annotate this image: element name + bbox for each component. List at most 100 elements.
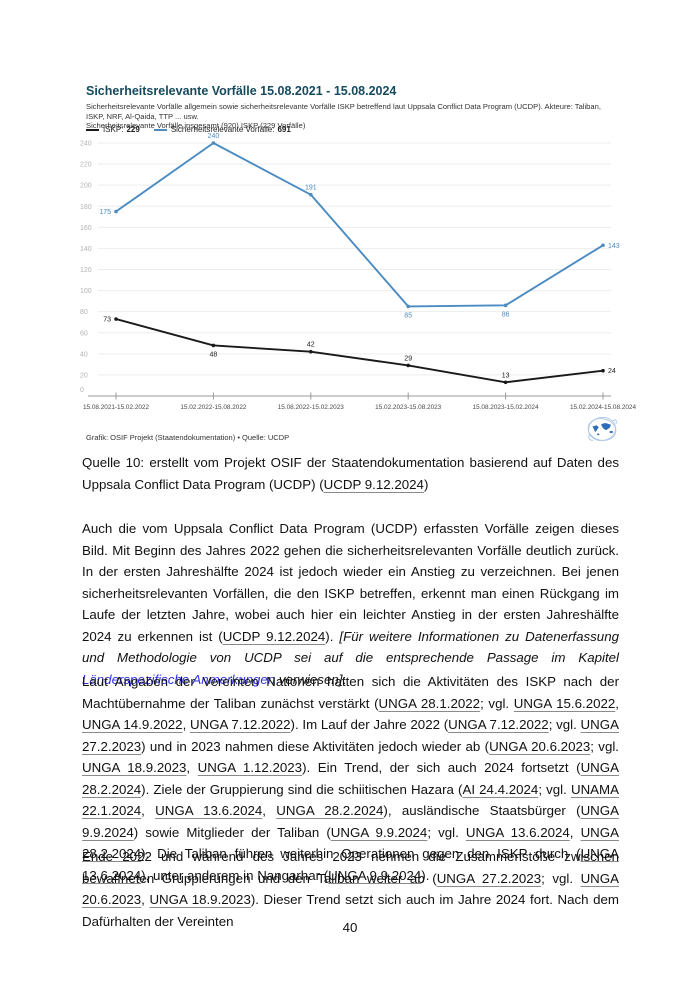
data-point-marker: [211, 141, 216, 145]
legend-item-iskp: ISKP: 229: [86, 125, 140, 134]
citation-link[interactable]: UNGA 9.9.2024: [330, 824, 428, 840]
citation-link[interactable]: UNGA 28.2.2024: [82, 760, 619, 797]
citation-link[interactable]: UNGA 9.9.2024: [82, 803, 619, 840]
chapter-link[interactable]: Länderspezifische Anmerkungen: [82, 671, 276, 687]
x-axis-tick-label: 15.02.2024-15.08.2024: [570, 404, 637, 411]
figure-subtitle-line2: Sicherheitsrelevante Vorfälle insgesamt …: [86, 121, 306, 130]
y-axis-tick-label: 160: [80, 225, 92, 232]
text-segment: ,: [141, 892, 150, 907]
text-segment: Quelle 10: erstellt vom Projekt OSIF der…: [82, 455, 619, 492]
text-segment: Ende 2022 und während des Jahres 2023 ne…: [82, 849, 619, 886]
data-point-label: 191: [305, 185, 317, 192]
y-axis-tick-label: 240: [80, 141, 92, 148]
data-point-marker: [114, 317, 118, 321]
y-axis-tick-label: 80: [80, 309, 88, 316]
citation-link[interactable]: UNGA 28.1.2022: [378, 695, 481, 711]
y-axis-tick-label: 140: [80, 246, 92, 253]
text-segment: ,: [615, 695, 619, 711]
y-axis-tick-label: 200: [80, 183, 92, 190]
data-point-marker: [601, 243, 605, 248]
text-segment: ,: [182, 717, 190, 732]
text-segment: ): [423, 476, 429, 492]
text-segment: ; vgl.: [541, 870, 581, 886]
data-point-marker: [601, 368, 605, 373]
citation-link[interactable]: UNGA 7.12.2022: [448, 717, 549, 732]
text-segment: [Für weitere Informationen zu Datenerfas…: [82, 628, 619, 666]
citation-link[interactable]: UNGA 20.6.2023: [489, 738, 591, 754]
text-segment: ; vgl.: [427, 824, 466, 840]
text-segment: ) und in 2023 nahmen diese Aktivitäten j…: [141, 738, 490, 754]
text-segment: ; vgl.: [590, 738, 619, 754]
data-point-marker: [114, 209, 118, 214]
x-axis-tick-label: 15.02.2023-15.08.2023: [375, 404, 442, 411]
citation-link[interactable]: UNGA 14.9.2022: [82, 717, 183, 732]
citation-link[interactable]: UNGA 28.2.2024: [276, 803, 384, 818]
data-point-marker: [406, 363, 411, 368]
figure-subtitle: Sicherheitsrelevante Vorfälle allgemein …: [86, 102, 621, 131]
text-segment: ).: [325, 628, 340, 644]
citation-link[interactable]: UNGA 18.9.2023: [149, 892, 251, 907]
x-axis-tick-label: 15.08.2021-15.02.2022: [83, 404, 150, 411]
citation-link[interactable]: UNGA 20.6.2023: [82, 870, 619, 908]
text-segment: ; vgl.: [548, 717, 581, 732]
citation-link[interactable]: UNGA 28.2.2024: [82, 824, 619, 862]
data-point-label: 73: [103, 317, 111, 324]
y-axis-tick-label: 20: [80, 372, 88, 379]
y-axis-tick-label: 100: [80, 288, 92, 295]
series-line: [115, 318, 604, 384]
data-point-label: 29: [404, 355, 412, 362]
y-axis-tick-label: 220: [80, 162, 92, 169]
text-segment: ). Im Lauf der Jahre 2022 (: [290, 717, 449, 732]
citation-link[interactable]: UNGA 18.9.2023: [82, 760, 187, 775]
text-segment: Auch die vom Uppsala Conflict Data Progr…: [82, 521, 619, 644]
legend-label: ISKP:: [103, 125, 124, 134]
text-segment: ), unter anderem in Nangarhar (: [141, 867, 329, 883]
citation-link[interactable]: UNGA 13.6.2024: [465, 824, 570, 840]
citation-link[interactable]: AI 24.4.2024: [462, 781, 539, 797]
citation-link[interactable]: UNGA 1.12.2023: [197, 760, 303, 775]
legend-value: 691: [277, 125, 291, 134]
citation-link[interactable]: UCDP 9.12.2024: [222, 628, 326, 644]
text-segment: ). Ziele der Gruppierung sind die schiit…: [141, 781, 463, 797]
line-swatch-icon: [86, 128, 99, 131]
citation-link[interactable]: UNGA 27.2.2023: [82, 717, 619, 754]
text-segment: ).: [421, 867, 430, 883]
incidents-line-chart: 0 20 40 60 80 100 120 140 160 180 200 220 240 15.08.2…: [80, 133, 636, 411]
citation-link[interactable]: UNGA 13.6.2024: [82, 846, 619, 883]
data-point-label: 240: [208, 133, 220, 140]
y-axis-tick-label: 0: [80, 387, 84, 394]
data-point-marker: [211, 343, 216, 348]
text-segment: ). Dieser Trend setzt sich auch im Jahre…: [82, 892, 619, 929]
figure-footer: Grafik: OSIF Projekt (Staatendokumentati…: [86, 433, 290, 442]
text-segment: :: [342, 671, 347, 687]
citation-link[interactable]: UNGA 15.6.2022: [513, 695, 616, 711]
citation-link[interactable]: UNGA 27.2.2023: [436, 870, 542, 886]
legend-value: 229: [126, 125, 140, 134]
citation-link[interactable]: UNGA 9.9.2024: [328, 867, 422, 883]
data-point-label: 24: [608, 368, 616, 375]
citation-link[interactable]: UCDP 9.12.2024: [323, 476, 424, 492]
body-paragraph-3: Ende 2022 und während des Jahres 2023 ne…: [82, 846, 619, 932]
legend-label: Sicherheitsrelevante Vorfälle:: [170, 125, 275, 134]
data-point-label: 143: [608, 243, 620, 250]
data-point-label: 85: [404, 312, 412, 319]
citation-link[interactable]: UNGA 13.6.2024: [155, 803, 263, 818]
citation-link[interactable]: UNGA 7.12.2022: [189, 717, 291, 732]
data-point-marker: [503, 303, 508, 308]
y-axis-tick-label: 120: [80, 267, 92, 274]
citation-link[interactable]: UNAMA 22.1.2024: [82, 781, 619, 819]
text-segment: Laut Angaben der Vereinten Nationen hatt…: [82, 674, 619, 711]
text-segment: ; vgl.: [480, 695, 514, 711]
y-axis-tick-label: 180: [80, 204, 92, 211]
x-axis-tick-label: 15.02.2022-15.08.2022: [180, 404, 247, 411]
text-segment: ). Die Taliban führen weiterhin Operatio…: [141, 846, 581, 861]
text-segment: ), ausländische Staatsbürger (: [383, 803, 581, 818]
text-segment: ,: [262, 803, 277, 818]
legend-item-all-incidents: Sicherheitsrelevante Vorfälle: 691: [153, 125, 291, 134]
globe-sketch-icon: [587, 416, 617, 442]
text-segment: ,: [141, 803, 156, 818]
text-segment: ; vgl.: [538, 781, 571, 797]
data-point-marker: [309, 192, 313, 197]
figure-title: Sicherheitsrelevante Vorfälle 15.08.2021…: [86, 84, 397, 98]
